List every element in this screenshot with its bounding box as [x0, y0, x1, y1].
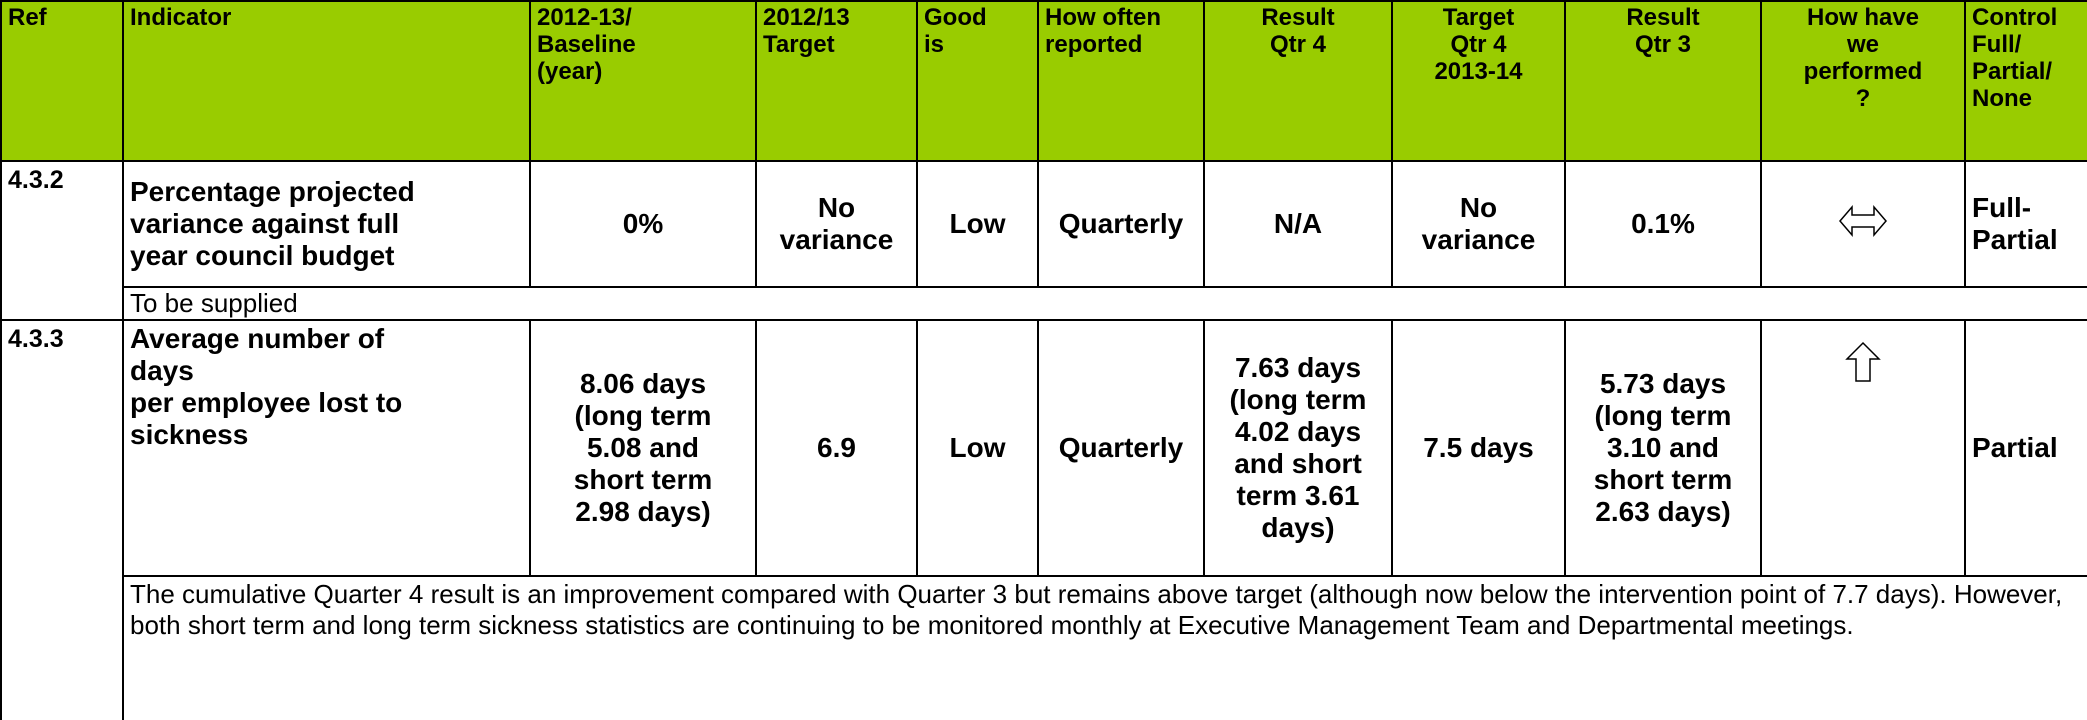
- control: Partial: [1964, 319, 2087, 577]
- comment-row: To be supplied: [1, 286, 2087, 321]
- header: How have we performed ?: [1760, 0, 1966, 162]
- indicator: Average number of days per employee lost…: [122, 319, 531, 577]
- header: Result Qtr 3: [1564, 0, 1762, 162]
- frequency: Quarterly: [1037, 160, 1205, 288]
- data-row: 4.3.2 Percentage projected variance agai…: [0, 160, 2087, 321]
- ref: 4.3.2: [0, 160, 124, 321]
- header: Target Qtr 4 2013-14: [1391, 0, 1566, 162]
- indicator: Percentage projected variance against fu…: [122, 160, 531, 288]
- header: Ref: [0, 0, 124, 162]
- frequency: Quarterly: [1037, 319, 1205, 577]
- left-right-arrow: [1839, 204, 1887, 237]
- header: Result Qtr 4: [1203, 0, 1393, 162]
- comment: To be supplied: [122, 286, 2087, 321]
- target-q4: 7.5 days: [1391, 319, 1566, 577]
- header: Control Full/ Partial/ None: [1964, 0, 2087, 162]
- header: Good is: [916, 0, 1039, 162]
- target: No variance: [755, 160, 918, 288]
- comment-row: The cumulative Quarter 4 result is an im…: [1, 575, 2087, 720]
- header: How often reported: [1037, 0, 1205, 162]
- performance: [1760, 319, 1966, 577]
- ref: 4.3.3: [0, 319, 124, 720]
- result-q3: 0.1%: [1564, 160, 1762, 288]
- up-arrow: [1845, 341, 1881, 382]
- target-q4: No variance: [1391, 160, 1566, 288]
- result-q4: N/A: [1203, 160, 1393, 288]
- result-q4: 7.63 days (long term 4.02 days and short…: [1203, 319, 1393, 577]
- header: Indicator: [122, 0, 531, 162]
- header-row: Ref Indicator 2012-13/ Baseline (year) 2…: [0, 0, 2087, 162]
- good-is: Low: [916, 319, 1039, 577]
- result-q3: 5.73 days (long term 3.10 and short term…: [1564, 319, 1762, 577]
- good-is: Low: [916, 160, 1039, 288]
- baseline: 8.06 days (long term 5.08 and short term…: [529, 319, 757, 577]
- header: 2012/13 Target: [755, 0, 918, 162]
- control: Full- Partial: [1964, 160, 2087, 288]
- data-row: 4.3.3 Average number of days per employe…: [0, 319, 2087, 720]
- header: 2012-13/ Baseline (year): [529, 0, 757, 162]
- comment: The cumulative Quarter 4 result is an im…: [122, 575, 2087, 720]
- target: 6.9: [755, 319, 918, 577]
- baseline: 0%: [529, 160, 757, 288]
- performance: [1760, 160, 1966, 288]
